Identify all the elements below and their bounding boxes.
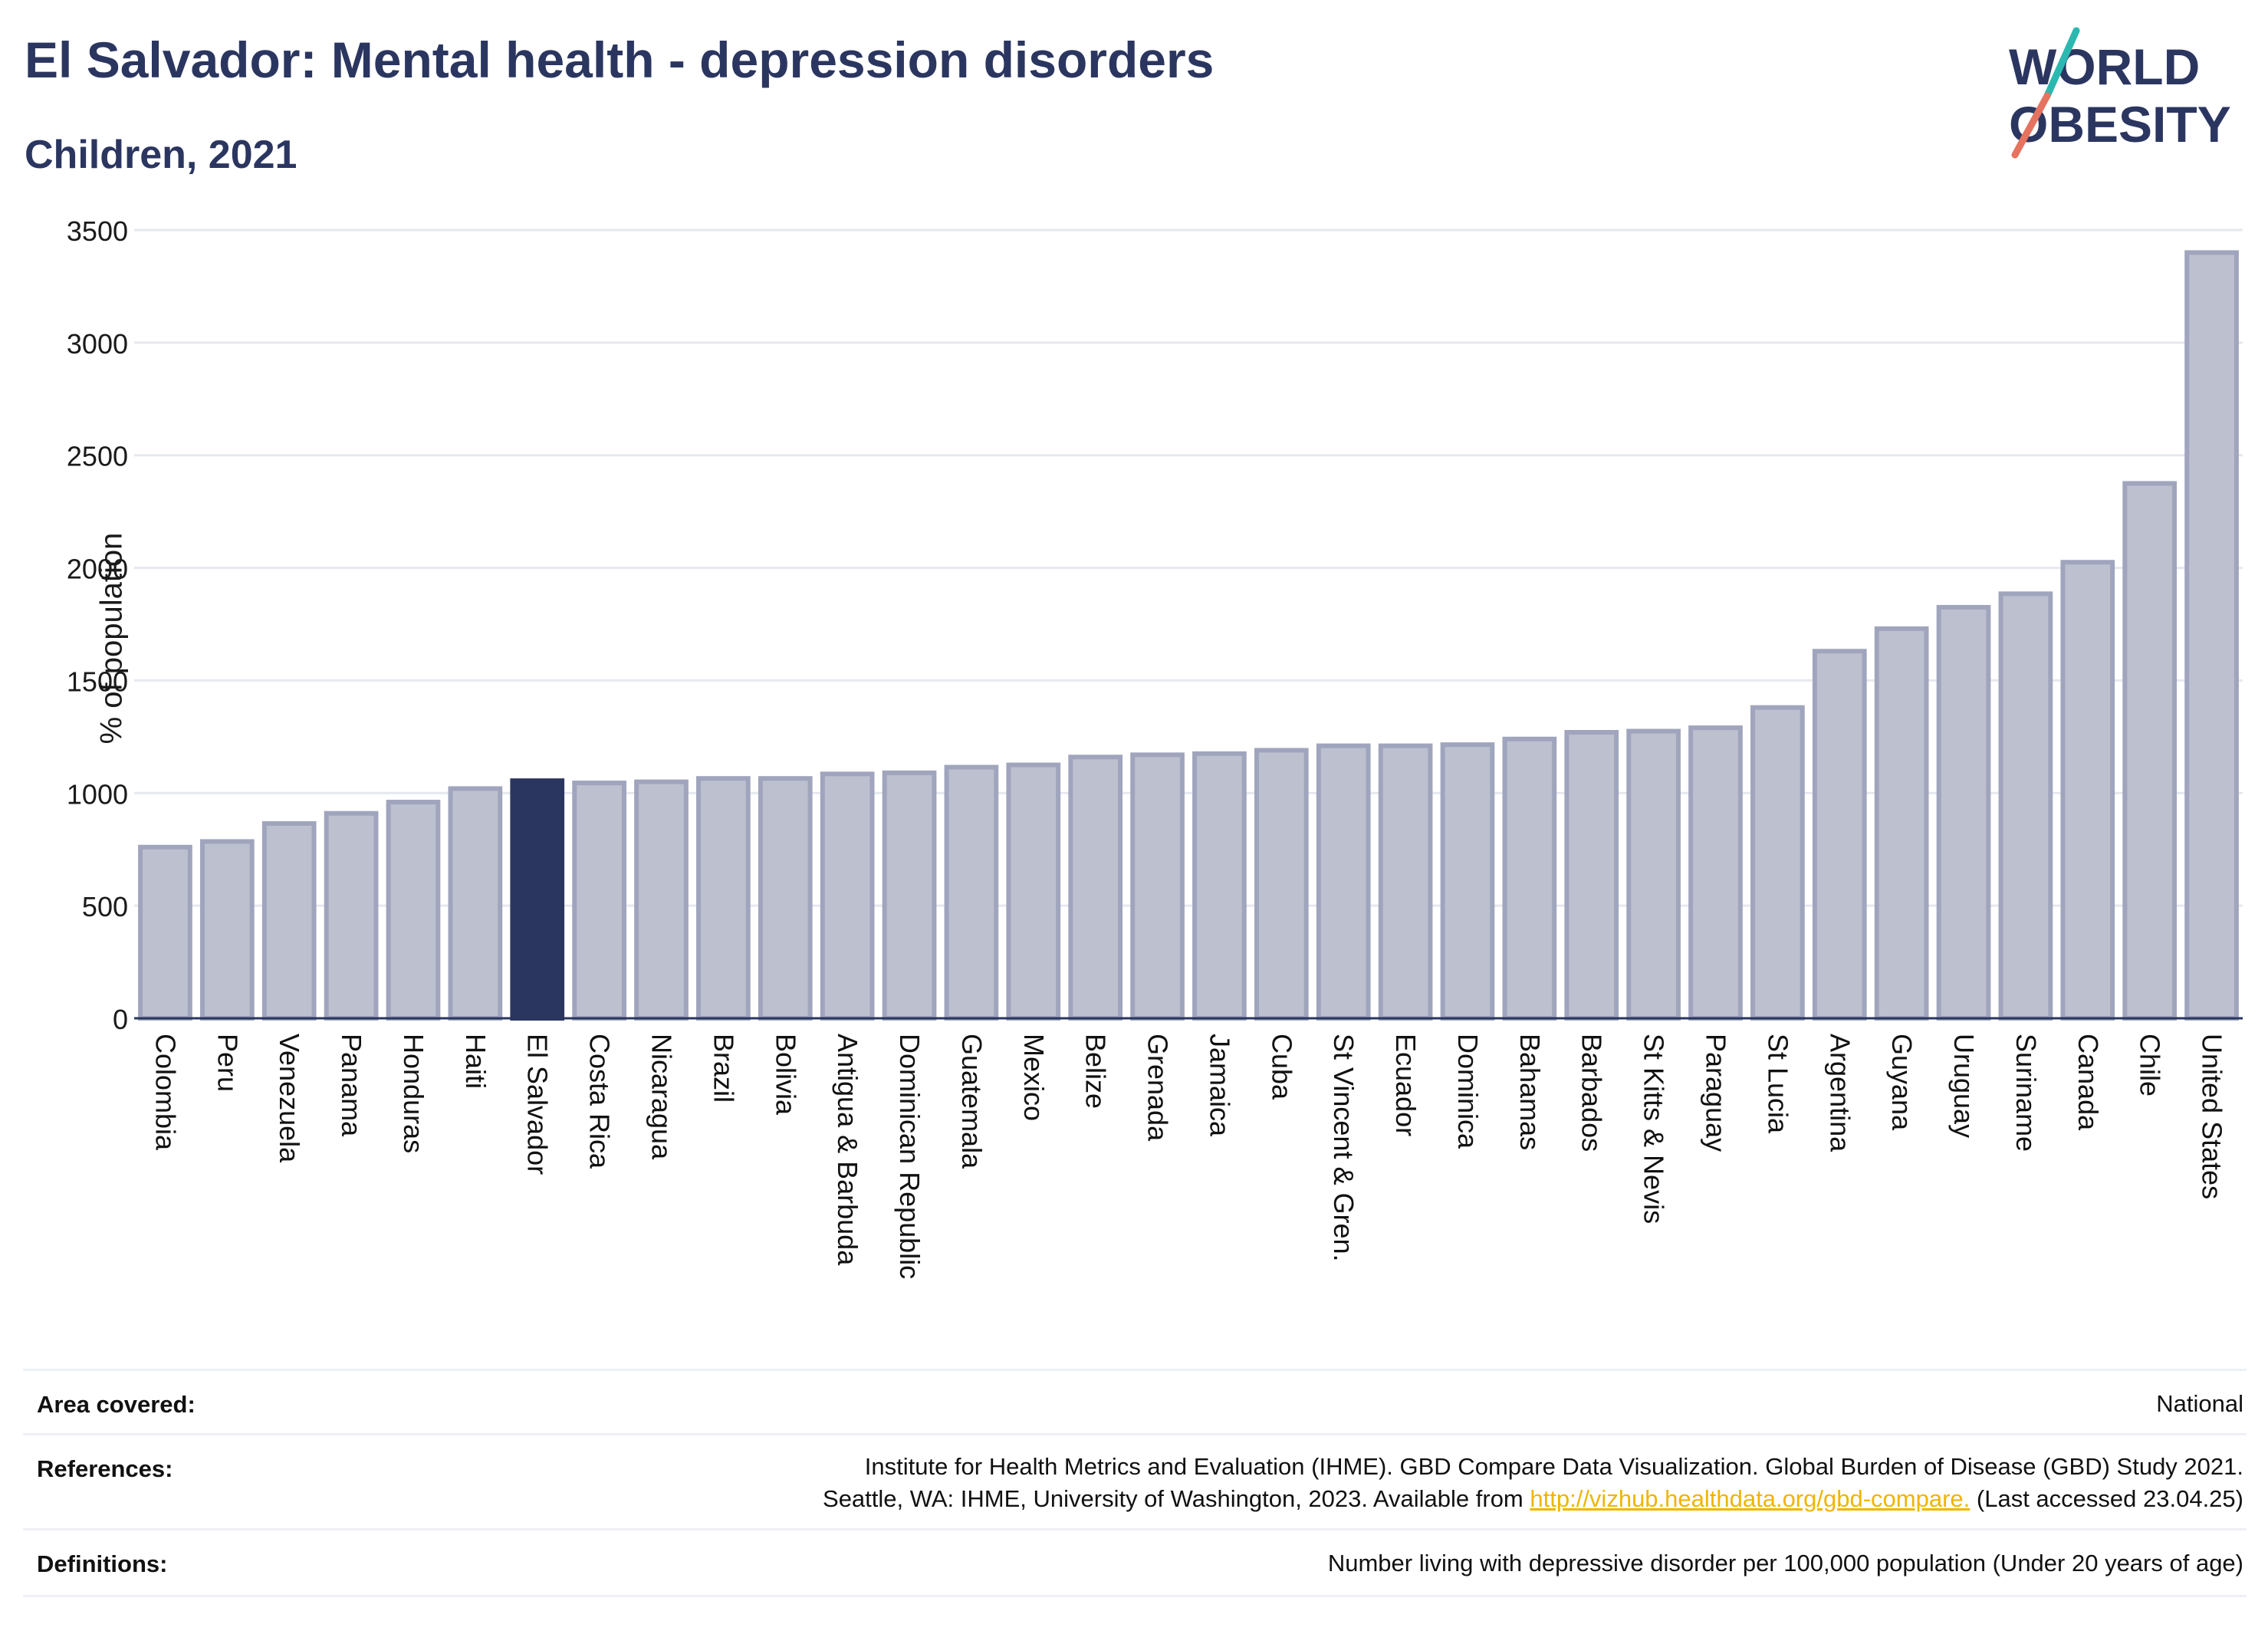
x-tick-label: Barbados	[1576, 1034, 1608, 1152]
x-tick-label: Chile	[2135, 1034, 2166, 1096]
svg-text:WORLD: WORLD	[2009, 38, 2200, 95]
bar	[1936, 604, 1991, 1021]
x-tick-label: Haiti	[460, 1034, 491, 1089]
y-tick-label: 3500	[67, 215, 128, 247]
definitions-label: Definitions:	[37, 1550, 168, 1577]
bar	[572, 781, 626, 1021]
y-tick-label: 2000	[67, 554, 128, 585]
references-label: References:	[37, 1455, 173, 1482]
x-tick-label: Dominican Republic	[894, 1034, 925, 1279]
info-row-area: Area covered: National	[23, 1369, 2247, 1435]
x-tick-label: Suriname	[2010, 1034, 2042, 1152]
page-title: El Salvador: Mental health - depression …	[25, 31, 1215, 88]
references-value: Institute for Health Metrics and Evaluat…	[823, 1451, 2243, 1515]
bar	[1812, 649, 1867, 1021]
bar	[944, 764, 999, 1021]
x-tick-label: St Vincent & Gren.	[1328, 1034, 1359, 1262]
x-tick-label: St Lucia	[1762, 1034, 1793, 1134]
bar	[324, 810, 379, 1021]
x-tick-label: Antigua & Barbuda	[832, 1034, 863, 1266]
bar	[882, 770, 937, 1021]
bar	[634, 779, 689, 1021]
bar	[138, 844, 192, 1021]
bar	[696, 776, 751, 1021]
bar	[1440, 742, 1495, 1021]
x-tick-label: Canada	[2072, 1034, 2104, 1131]
x-tick-label: Venezuela	[274, 1034, 305, 1163]
x-tick-label: Panama	[336, 1034, 367, 1137]
bar	[1502, 736, 1557, 1021]
bar	[1316, 743, 1371, 1021]
bar	[2122, 481, 2178, 1021]
references-line-2-post: (Last accessed 23.04.25)	[1976, 1485, 2243, 1512]
bar	[758, 776, 813, 1021]
info-row-definitions: Definitions: Number living with depressi…	[23, 1528, 2247, 1597]
y-tick-label: 3000	[67, 328, 128, 360]
x-tick-label: Uruguay	[1948, 1034, 1980, 1138]
page-subtitle: Children, 2021	[25, 133, 297, 177]
bar	[1130, 752, 1185, 1021]
references-link[interactable]: http://vizhub.healthdata.org/gbd-compare…	[1530, 1485, 1971, 1512]
x-tick-label: Brazil	[708, 1034, 739, 1103]
area-value: National	[2156, 1390, 2243, 1417]
x-tick-label: Costa Rica	[584, 1034, 616, 1169]
bar	[1874, 626, 1929, 1021]
bar	[1068, 755, 1123, 1021]
x-tick-label: Bahamas	[1514, 1034, 1546, 1150]
x-tick-label: Belize	[1080, 1034, 1112, 1109]
bar	[2060, 560, 2115, 1021]
bar	[261, 820, 317, 1021]
bar	[1564, 729, 1619, 1021]
x-tick-label: Jamaica	[1204, 1034, 1235, 1137]
x-tick-label: Bolivia	[770, 1034, 801, 1116]
x-tick-label: Colombia	[150, 1034, 181, 1151]
x-tick-label: Dominica	[1452, 1034, 1484, 1149]
x-tick-label: Guyana	[1886, 1034, 1918, 1131]
bar	[448, 786, 503, 1021]
x-tick-label: Argentina	[1824, 1034, 1855, 1152]
y-tick-label: 0	[113, 1004, 128, 1035]
y-tick-label: 1500	[67, 666, 128, 697]
references-line-1: Institute for Health Metrics and Evaluat…	[864, 1453, 2243, 1480]
x-tick-label: Guatemala	[956, 1034, 988, 1169]
y-tick-label: 1000	[67, 778, 128, 810]
x-tick-label: El Salvador	[522, 1034, 554, 1175]
bar	[386, 800, 441, 1021]
y-tick-label: 500	[82, 891, 128, 922]
bar	[199, 839, 255, 1021]
references-line-2: Seattle, WA: IHME, University of Washing…	[823, 1483, 2243, 1515]
x-tick-label: Ecuador	[1390, 1034, 1422, 1136]
x-tick-label: Peru	[212, 1034, 243, 1092]
bar	[1688, 725, 1743, 1021]
bar	[1006, 762, 1061, 1021]
x-tick-label: Grenada	[1142, 1034, 1174, 1142]
x-tick-label: Honduras	[398, 1034, 429, 1153]
bar-chart: 0 500 1000 1500 2000 2500 3000 3500 Colombia Peru…	[67, 215, 2243, 1279]
x-tick-label: Mexico	[1018, 1034, 1050, 1121]
bar	[1192, 751, 1247, 1021]
bar	[1254, 748, 1309, 1021]
x-tick-label: Cuba	[1266, 1034, 1297, 1100]
bar	[1378, 743, 1433, 1021]
x-tick-label: Nicaragua	[646, 1034, 678, 1160]
world-obesity-logo: WORLD OBESITY	[2009, 27, 2231, 159]
area-label: Area covered:	[37, 1391, 196, 1418]
bar	[1750, 705, 1805, 1021]
definitions-value: Number living with depressive disorder p…	[1327, 1550, 2243, 1576]
x-tick-label: Paraguay	[1701, 1034, 1732, 1152]
bar-highlighted	[510, 778, 565, 1021]
bar	[1626, 728, 1681, 1021]
references-line-2-pre: Seattle, WA: IHME, University of Washing…	[823, 1485, 1524, 1512]
info-row-references: References: Institute for Health Metrics…	[23, 1433, 2247, 1530]
y-tick-label: 2500	[67, 441, 128, 472]
x-tick-label: St Kitts & Nevis	[1639, 1034, 1670, 1224]
bar	[1998, 591, 2053, 1021]
x-tick-label: United States	[2197, 1034, 2228, 1199]
bar	[820, 771, 875, 1021]
bar	[2184, 250, 2239, 1021]
